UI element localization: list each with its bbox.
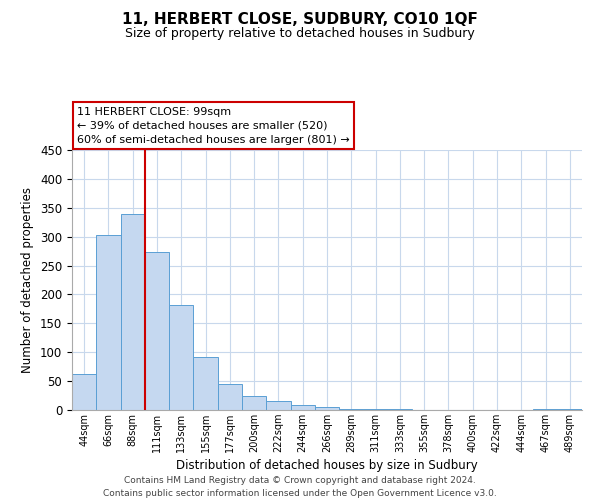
Bar [242,396,266,410]
Bar [169,305,193,410]
Bar [290,406,315,410]
Y-axis label: Number of detached properties: Number of detached properties [22,187,34,373]
Text: Contains HM Land Registry data © Crown copyright and database right 2024.
Contai: Contains HM Land Registry data © Crown c… [103,476,497,498]
Bar [193,358,218,410]
Bar [72,374,96,410]
X-axis label: Distribution of detached houses by size in Sudbury: Distribution of detached houses by size … [176,459,478,472]
Bar [315,407,339,410]
Text: 11, HERBERT CLOSE, SUDBURY, CO10 1QF: 11, HERBERT CLOSE, SUDBURY, CO10 1QF [122,12,478,28]
Bar [121,214,145,410]
Bar [96,235,121,410]
Bar [145,252,169,410]
Bar [218,384,242,410]
Bar [266,401,290,410]
Text: Size of property relative to detached houses in Sudbury: Size of property relative to detached ho… [125,28,475,40]
Text: 11 HERBERT CLOSE: 99sqm
← 39% of detached houses are smaller (520)
60% of semi-d: 11 HERBERT CLOSE: 99sqm ← 39% of detache… [77,107,350,145]
